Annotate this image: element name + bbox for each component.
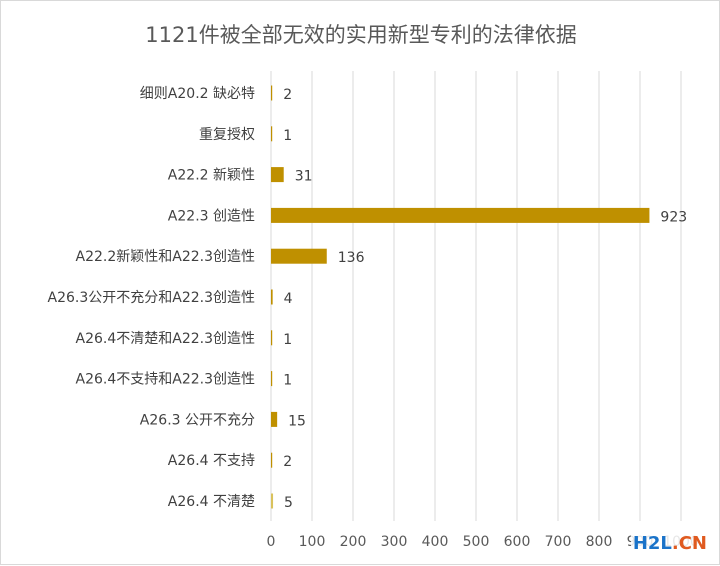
watermark-logo: H2L.CN [630,533,709,554]
bar-9 [271,452,273,468]
x-tick-label-7: 700 [545,534,572,550]
data-label-10: 5 [284,495,293,511]
bar-3 [271,207,650,223]
category-label-10: A26.4 不清楚 [168,494,255,510]
category-label-9: A26.4 不支持 [168,453,255,469]
data-labels: 2 1 31 923 136 4 1 1 15 2 5 [283,87,687,511]
gridlines [270,71,682,521]
bar-4 [271,248,327,264]
data-label-3: 923 [660,209,687,225]
data-label-6: 1 [283,332,292,348]
category-label-2: A22.2 新颖性 [168,168,255,184]
x-tick-label-3: 300 [381,534,408,550]
x-tick-label-1: 100 [299,534,326,550]
bar-8 [271,411,278,427]
bar-5 [271,289,273,305]
category-label-8: A26.3 公开不充分 [140,412,255,428]
category-label-4: A22.2新颖性和A22.3创造性 [76,249,256,265]
bars [271,85,650,509]
bar-1 [271,126,273,142]
bar-7 [271,371,273,387]
data-label-0: 2 [283,87,292,103]
x-tick-label-0: 0 [267,534,276,550]
category-label-0: 细则A20.2 缺必特 [140,86,255,102]
category-label-7: A26.4不支持和A22.3创造性 [76,372,256,388]
x-tick-label-8: 800 [586,534,613,550]
x-tick-label-6: 600 [504,534,531,550]
watermark-right: .CN [671,533,707,554]
x-tick-label-5: 500 [463,534,490,550]
bar-0 [271,85,273,101]
category-label-1: 重复授权 [199,126,255,143]
category-label-5: A26.3公开不充分和A22.3创造性 [48,290,256,306]
x-tick-label-4: 400 [422,534,449,550]
watermark-left: H2L [632,533,672,554]
x-tick-label-2: 200 [340,534,367,550]
bar-10 [271,493,274,509]
bar-6 [271,330,273,346]
data-label-4: 136 [338,250,365,266]
data-label-5: 4 [284,291,293,307]
bar-2 [271,167,284,183]
data-label-2: 31 [295,169,313,185]
category-label-3: A22.3 创造性 [168,208,255,224]
data-label-7: 1 [283,373,292,389]
chart-title: 1121件被全部无效的实用新型专利的法律依据 [145,23,576,47]
data-label-9: 2 [283,454,292,470]
data-label-1: 1 [283,128,292,144]
data-label-8: 15 [288,413,306,429]
category-label-6: A26.4不清楚和A22.3创造性 [76,331,256,347]
